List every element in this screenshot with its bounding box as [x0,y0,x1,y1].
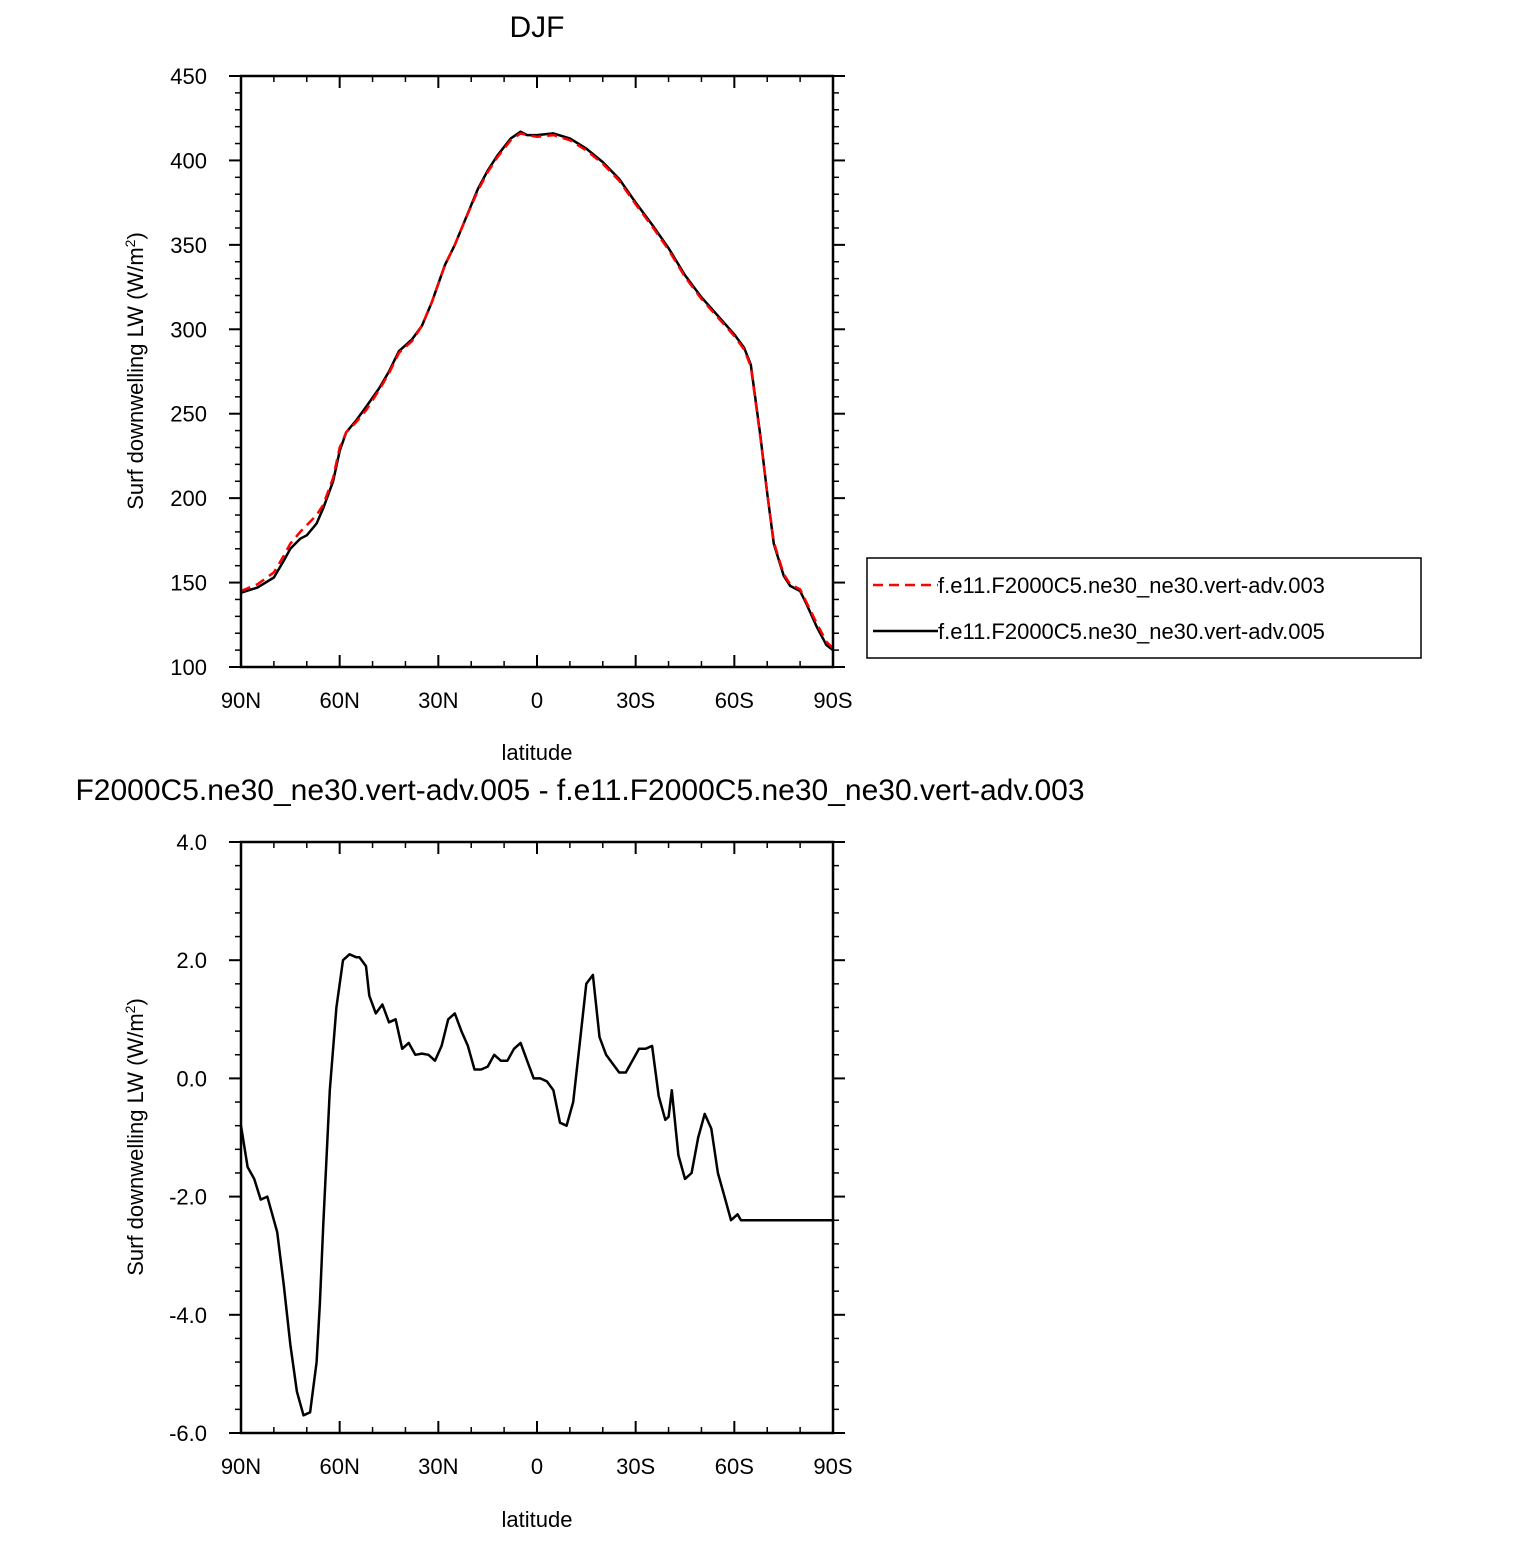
x-tick-label: 30N [418,688,458,713]
x-tick-label: 30S [616,1454,655,1479]
bottom-y-axis-label: Surf downwelling LW (W/m2) [122,998,148,1276]
legend-label-003: f.e11.F2000C5.ne30_ne30.vert-adv.003 [938,573,1325,598]
y-tick-label: 2.0 [176,948,207,973]
x-tick-label: 90N [221,688,261,713]
top-x-axis-label: latitude [502,740,573,765]
y-tick-label: 200 [170,486,207,511]
top-plot-frame [239,74,835,669]
x-tick-label: 60N [319,688,359,713]
y-tick-label: 400 [170,148,207,173]
x-tick-label: 60N [319,1454,359,1479]
top-y-axis-label: Surf downwelling LW (W/m2) [122,232,148,510]
x-tick-label: 30N [418,1454,458,1479]
x-tick-label: 90N [221,1454,261,1479]
y-tick-label: -2.0 [169,1185,207,1210]
bottom-panel: F2000C5.ne30_ne30.vert-adv.005 - f.e11.F… [75,774,1084,1532]
x-tick-label: 60S [715,1454,754,1479]
legend: f.e11.F2000C5.ne30_ne30.vert-adv.003 f.e… [866,557,1422,659]
y-tick-label: 450 [170,64,207,89]
y-tick-label: 150 [170,571,207,596]
series-line-003 [240,132,834,650]
legend-label-005: f.e11.F2000C5.ne30_ne30.vert-adv.005 [938,619,1325,644]
x-tick-label: 60S [715,688,754,713]
y-tick-label: 300 [170,317,207,342]
x-tick-label: 90S [813,688,852,713]
series-line-005 [240,130,834,652]
bottom-x-axis-label: latitude [502,1507,573,1532]
x-tick-label: 30S [616,688,655,713]
top-chart-title: DJF [510,11,565,44]
x-tick-label: 0 [531,688,543,713]
bottom-chart-title: F2000C5.ne30_ne30.vert-adv.005 - f.e11.F… [75,774,1084,807]
y-tick-label: 350 [170,233,207,258]
legend-box [866,557,1422,659]
series-line-difference [239,953,833,1417]
y-tick-label: 4.0 [176,830,207,855]
y-tick-label: 0.0 [176,1066,207,1091]
x-tick-label: 0 [531,1454,543,1479]
y-tick-label: -6.0 [169,1421,207,1446]
x-tick-label: 90S [813,1454,852,1479]
top-panel: DJF 90N 60N 30N 0 30S 60S 90S 100 150 200 250 300 35… [122,11,1422,765]
y-tick-label: -4.0 [169,1303,207,1328]
y-tick-label: 250 [170,402,207,427]
bottom-plot-frame [239,840,835,1435]
y-tick-label: 100 [170,655,207,680]
